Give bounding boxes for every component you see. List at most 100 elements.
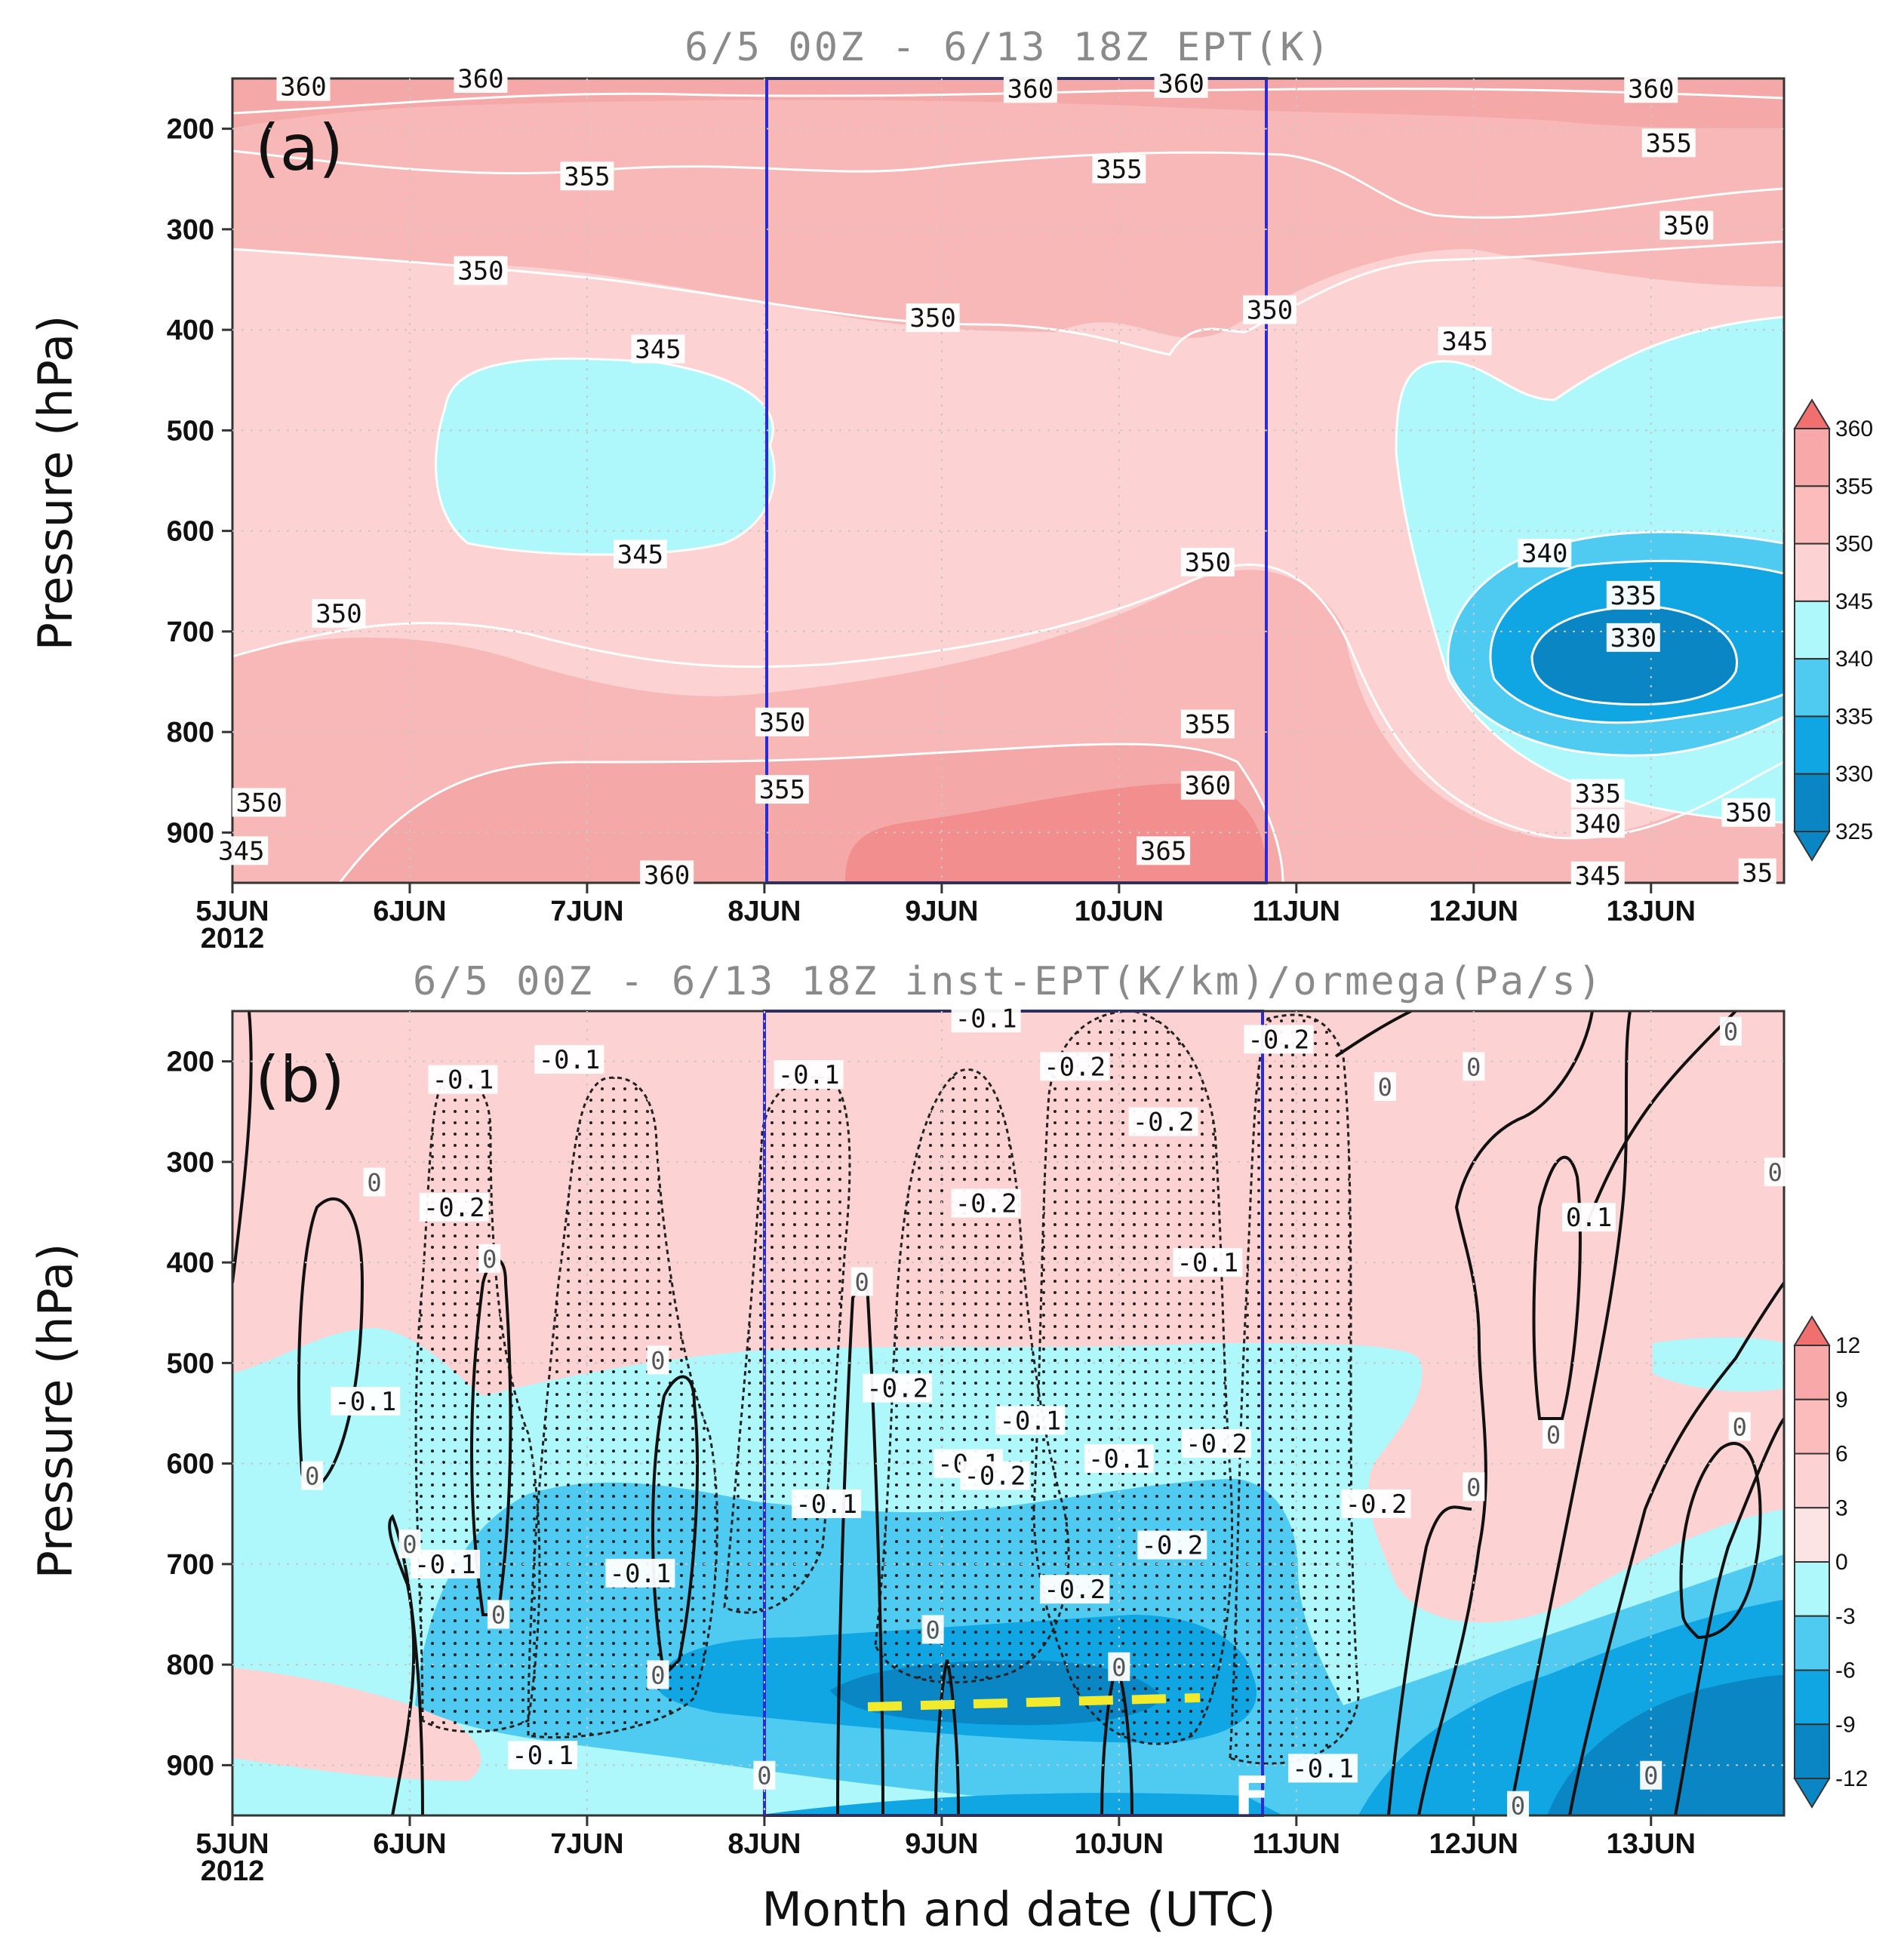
y-tick-label: 900 [167, 817, 214, 849]
contour-label: 355 [759, 775, 805, 805]
contour-label-bg [534, 1044, 604, 1074]
colorbar-label: 340 [1835, 647, 1873, 672]
contour-label: 350 [315, 599, 361, 629]
contour-label: -0.1 [414, 1550, 476, 1580]
front-marker-label: F [1234, 1765, 1270, 1827]
omega-zero-contour-5 [651, 1375, 699, 1679]
y-tick-label: 400 [167, 315, 214, 346]
contour-label-bg [863, 1373, 933, 1403]
contour-label: 335 [1575, 779, 1621, 809]
contour-label: 0 [305, 1462, 319, 1491]
contour-label-bg [1154, 69, 1208, 98]
contour-label: 345 [635, 334, 681, 364]
contour-label-bg [1728, 1412, 1751, 1441]
contour-label-bg [1641, 128, 1696, 158]
contour-label-bg [363, 1167, 386, 1197]
colorbar-swatch [1794, 600, 1830, 660]
contour-label-bg [1518, 538, 1572, 567]
contour-label-bg [1288, 1754, 1358, 1783]
colorbar-swatch [1794, 485, 1830, 545]
contour-label-bg [1606, 580, 1660, 610]
omega-stipple-10jun [1032, 1011, 1234, 1745]
contour-label: 350 [457, 257, 503, 287]
contour-label-bg [1463, 1052, 1485, 1081]
contour-label-bg [1624, 74, 1678, 103]
contour-label: 0 [491, 1601, 506, 1630]
contour-label-bg [755, 707, 809, 736]
contour-label: 0 [926, 1615, 940, 1644]
colorbar-swatch [1794, 543, 1830, 602]
colorbar-label: -3 [1835, 1604, 1856, 1629]
ept-contour-350-lower [232, 563, 1784, 840]
contour-label-bg [1108, 1652, 1130, 1681]
colorbar-label: 0 [1835, 1550, 1848, 1575]
contour-label: 0 [1112, 1653, 1126, 1682]
contour-label: 0 [1768, 1158, 1783, 1187]
contour-label: 360 [644, 860, 690, 890]
panel-a-contour-labels: 360 360 360 360 360 355 355 355 350 350 350 350 345 3… [214, 64, 1776, 892]
contour-label: 350 [1725, 798, 1771, 828]
x-tick-label: 11JUN [1253, 1828, 1340, 1860]
contour-label-bg [1084, 1443, 1154, 1473]
x-tick-label: 12JUN [1429, 896, 1518, 927]
x-tick-label: 12JUN [1429, 1828, 1518, 1860]
contour-label: -0.1 [539, 1045, 601, 1075]
contour-label-bg [1040, 1575, 1110, 1604]
contour-label: -0.2 [1133, 1108, 1195, 1138]
contour-label: 350 [909, 303, 955, 334]
colorbar-swatch [1794, 1615, 1830, 1671]
contour-label: -0.1 [609, 1559, 671, 1589]
ept-blue-325 [1530, 605, 1738, 706]
colorbar-swatch [1794, 1345, 1830, 1400]
omega-zero-contour-11 [1508, 1011, 1632, 1815]
omega-zero-contour-17 [1334, 1011, 1412, 1058]
contour-label: 0 [1511, 1792, 1525, 1821]
panel-a: 6/5 00Z - 6/13 18Z EPT(K) [28, 25, 1873, 955]
y-tick-label: 700 [167, 1549, 214, 1581]
panel-b-colorbar: 12 9 6 3 0 -3 -6 -9 -12 [1793, 1315, 1868, 1809]
omega-zero-contour-12 [1568, 1281, 1784, 1815]
omega-zero-contour-14 [1532, 1155, 1582, 1420]
x-year-label: 2012 [201, 1855, 265, 1887]
contour-label-bg [1606, 623, 1660, 652]
contour-label-bg [1764, 1157, 1786, 1187]
omega-zero-contour-16 [1583, 1011, 1737, 1231]
inst-pink-lower-left [232, 1668, 481, 1781]
contour-label: 0 [1644, 1762, 1658, 1791]
y-tick-label: 600 [167, 1449, 214, 1480]
omega-zero-contour-15 [1679, 1442, 1762, 1640]
colorbar-label: 325 [1835, 819, 1873, 844]
contour-label-bg [1720, 1016, 1743, 1046]
x-tick-label: 9JUN [905, 896, 978, 927]
contour-label: -0.2 [964, 1462, 1026, 1492]
contour-label: 355 [1185, 709, 1231, 739]
x-tick-label: 6JUN [373, 1828, 446, 1860]
contour-label: -0.2 [955, 1189, 1017, 1219]
x-tick-label: 7JUN [550, 1828, 623, 1860]
colorbar-swatch [1794, 773, 1830, 832]
inst-cyan-patch-right [1653, 1337, 1784, 1391]
y-tick-label: 800 [167, 1649, 214, 1681]
surface-front-line [867, 1693, 1201, 1711]
contour-label-bg [1092, 154, 1146, 183]
contour-label: -0.1 [512, 1741, 574, 1771]
contour-label: 355 [1646, 128, 1692, 158]
colorbar-swatch [1794, 1453, 1830, 1509]
contour-label-bg [1040, 1052, 1110, 1081]
contour-label: -0.1 [432, 1065, 494, 1096]
contour-label: 0 [1546, 1421, 1561, 1449]
x-tick-label: 10JUN [1075, 896, 1164, 927]
contour-label: 365 [1140, 836, 1186, 866]
inst-blue-3-right [1547, 1675, 1784, 1815]
colorbar-label: -9 [1835, 1712, 1856, 1737]
contour-label-bg [560, 161, 614, 191]
colorbar-label: -12 [1835, 1766, 1868, 1791]
contour-label-bg [1562, 1203, 1616, 1232]
contour-label: 0 [855, 1268, 869, 1296]
contour-label-bg [487, 1600, 509, 1629]
colorbar-label: 350 [1835, 532, 1873, 557]
contour-label-bg [428, 1065, 498, 1094]
y-tick-label: 500 [167, 1348, 214, 1379]
colorbar-swatch [1794, 1507, 1830, 1563]
contour-label: -0.1 [1088, 1444, 1150, 1474]
